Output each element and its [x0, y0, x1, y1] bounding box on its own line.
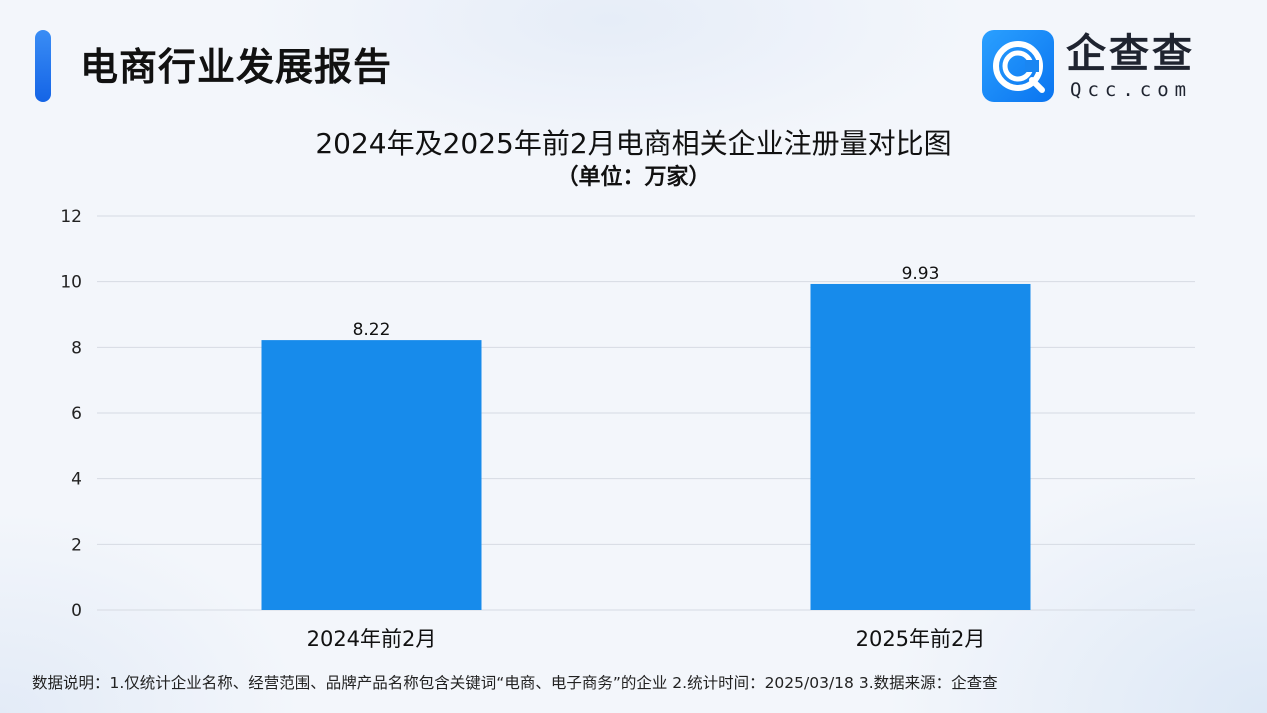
chart-title: 2024年及2025年前2月电商相关企业注册量对比图	[315, 127, 952, 160]
logo-name-cn: 企查查	[1066, 31, 1195, 77]
y-tick-label: 12	[60, 207, 82, 227]
chart-subtitle: （单位：万家）	[556, 165, 711, 190]
footnote: 数据说明：1.仅统计企业名称、经营范围、品牌产品名称包含关键词“电商、电子商务”…	[32, 674, 998, 692]
y-tick-label: 0	[71, 601, 82, 621]
x-tick-label: 2024年前2月	[307, 627, 437, 651]
data-label: 8.22	[353, 320, 391, 340]
y-tick-label: 4	[71, 470, 82, 490]
logo-name-en: Qcc.com	[1070, 79, 1193, 101]
x-tick-label: 2025年前2月	[856, 627, 986, 651]
y-tick-label: 2	[71, 535, 82, 555]
data-label: 9.93	[902, 264, 940, 284]
y-tick-label: 10	[60, 273, 82, 293]
y-tick-label: 8	[71, 338, 82, 358]
bar	[261, 340, 482, 610]
report-title: 电商行业发展报告	[80, 45, 393, 89]
qcc-logo-icon	[982, 30, 1054, 102]
title-accent-bar	[35, 30, 51, 102]
bar	[810, 283, 1031, 610]
y-tick-label: 6	[71, 404, 82, 424]
brand-logo: 企查查 Qcc.com	[982, 30, 1222, 102]
